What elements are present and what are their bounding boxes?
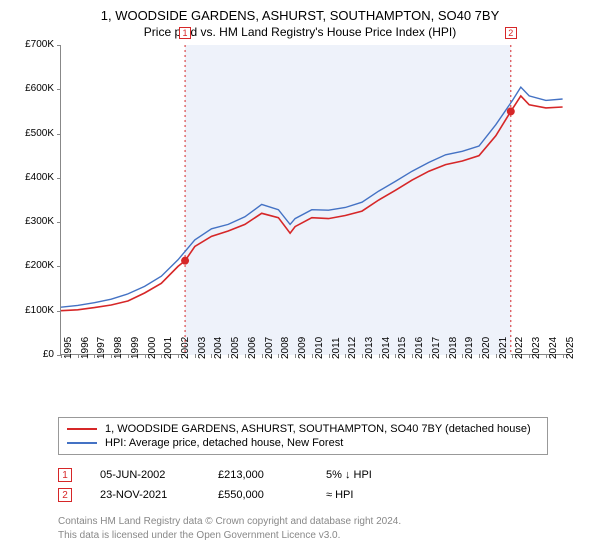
marker-badge: 2	[58, 488, 72, 502]
marker-price: £550,000	[218, 489, 298, 501]
title-block: 1, WOODSIDE GARDENS, ASHURST, SOUTHAMPTO…	[10, 8, 590, 39]
marker-pct: ≈ HPI	[326, 489, 406, 501]
chart-area: £0£100K£200K£300K£400K£500K£600K£700K 12…	[20, 45, 580, 385]
y-axis-label: £300K	[18, 216, 54, 227]
plot-marker-badge: 1	[179, 27, 191, 39]
marker-pct: 5% ↓ HPI	[326, 469, 406, 481]
y-axis-label: £700K	[18, 39, 54, 50]
legend-label: HPI: Average price, detached house, New …	[105, 437, 343, 449]
legend-swatch	[67, 428, 97, 430]
marker-table: 1 05-JUN-2002 £213,000 5% ↓ HPI 2 23-NOV…	[58, 465, 590, 505]
marker-badge: 1	[58, 468, 72, 482]
marker-date: 23-NOV-2021	[100, 489, 190, 501]
marker-row: 2 23-NOV-2021 £550,000 ≈ HPI	[58, 485, 590, 505]
marker-date: 05-JUN-2002	[100, 469, 190, 481]
marker-row: 1 05-JUN-2002 £213,000 5% ↓ HPI	[58, 465, 590, 485]
footer-line: Contains HM Land Registry data © Crown c…	[58, 515, 590, 529]
y-axis-label: £200K	[18, 260, 54, 271]
plot-region: 12	[60, 45, 570, 355]
legend-row: HPI: Average price, detached house, New …	[67, 436, 539, 450]
footer-line: This data is licensed under the Open Gov…	[58, 529, 590, 543]
y-axis-label: £600K	[18, 83, 54, 94]
y-axis-label: £400K	[18, 172, 54, 183]
marker-price: £213,000	[218, 469, 298, 481]
chart-title: 1, WOODSIDE GARDENS, ASHURST, SOUTHAMPTO…	[10, 8, 590, 23]
plot-marker-badge: 2	[505, 27, 517, 39]
y-axis-label: £500K	[18, 128, 54, 139]
legend-row: 1, WOODSIDE GARDENS, ASHURST, SOUTHAMPTO…	[67, 422, 539, 436]
legend-label: 1, WOODSIDE GARDENS, ASHURST, SOUTHAMPTO…	[105, 423, 531, 435]
y-axis-label: £100K	[18, 305, 54, 316]
chart-container: 1, WOODSIDE GARDENS, ASHURST, SOUTHAMPTO…	[0, 0, 600, 560]
legend: 1, WOODSIDE GARDENS, ASHURST, SOUTHAMPTO…	[58, 417, 548, 455]
chart-subtitle: Price paid vs. HM Land Registry's House …	[10, 25, 590, 39]
y-axis-label: £0	[18, 349, 54, 360]
legend-swatch	[67, 442, 97, 444]
footer: Contains HM Land Registry data © Crown c…	[58, 515, 590, 543]
x-axis-label: 2025	[565, 329, 600, 359]
